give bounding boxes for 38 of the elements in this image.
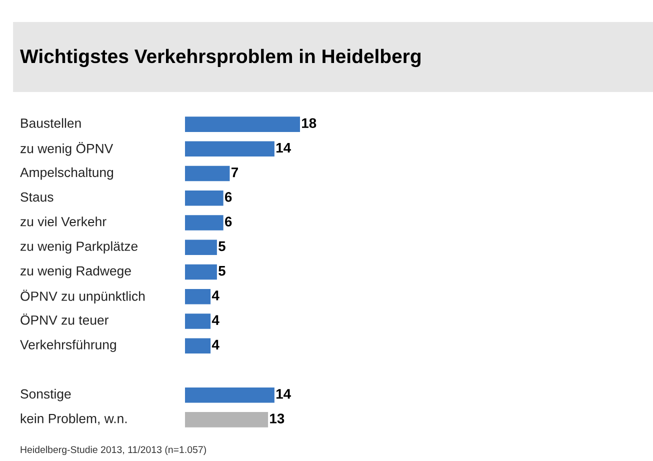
data-label: 5 xyxy=(218,241,226,252)
y-tick-label: ÖPNV zu teuer xyxy=(20,314,109,325)
data-label: 5 xyxy=(218,266,226,276)
data-label: 4 xyxy=(212,340,220,350)
y-tick-label: zu wenig Parkplätze xyxy=(20,241,138,254)
bar xyxy=(185,264,217,280)
y-tick-label: Verkehrsführung xyxy=(20,340,116,352)
y-tick-label: kein Problem, w.n. xyxy=(20,414,127,425)
y-tick-label: Sonstige xyxy=(20,388,71,402)
data-label: 14 xyxy=(276,389,291,399)
data-label: 6 xyxy=(224,216,232,226)
y-tick-label: ÖPNV zu unpünktlich xyxy=(20,290,145,304)
bar xyxy=(185,166,230,182)
data-label: 4 xyxy=(212,290,220,300)
y-tick-label: zu viel Verkehr xyxy=(20,216,106,226)
y-tick-label: zu wenig Radwege xyxy=(20,266,131,278)
chart-title: Wichtigstes Verkehrsproblem in Heidelberg xyxy=(20,48,420,68)
bar xyxy=(185,288,211,304)
bar xyxy=(185,338,211,354)
data-label: 18 xyxy=(302,118,316,128)
text: Heidelberg-Studie 2013, 11/2013 (n=1.057) xyxy=(20,446,206,455)
data-label: 14 xyxy=(276,142,291,153)
y-tick-label: zu wenig ÖPNV xyxy=(20,142,114,156)
bar xyxy=(185,314,211,329)
bar xyxy=(185,215,224,230)
data-label: 4 xyxy=(212,315,220,325)
bar xyxy=(185,387,274,403)
bar xyxy=(185,240,217,256)
bar xyxy=(185,190,224,206)
data-label: 7 xyxy=(231,168,238,178)
y-tick-label: Staus xyxy=(20,192,54,202)
data-label: 6 xyxy=(224,192,232,202)
data-label: 13 xyxy=(270,414,284,424)
bar xyxy=(185,141,274,157)
bar xyxy=(185,116,300,132)
y-tick-label: Baustellen xyxy=(21,118,81,128)
y-tick-label: Ampelschaltung xyxy=(20,167,114,180)
bar xyxy=(185,412,268,428)
